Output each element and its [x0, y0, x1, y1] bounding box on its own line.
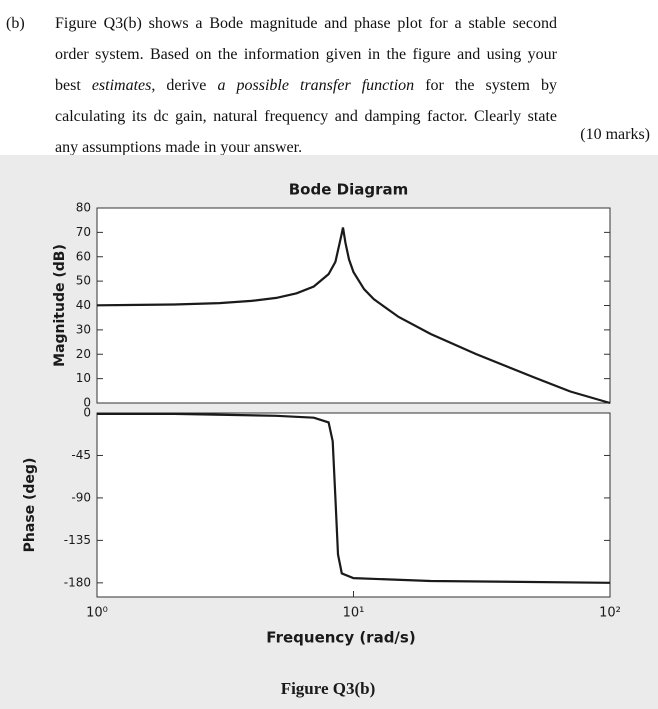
y-tick-label: 0: [83, 396, 91, 410]
marks: (10 marks): [580, 126, 650, 143]
text: , derive: [151, 77, 218, 94]
y-tick-label: 70: [76, 225, 91, 239]
x-tick-label: 10⁰: [86, 606, 108, 621]
y-axis-label: Magnitude (dB): [52, 244, 68, 367]
chart-title: Bode Diagram: [289, 181, 408, 199]
plot-area: [96, 207, 611, 404]
y-tick-label: -45: [71, 448, 91, 462]
figure: Figure Q3(b) Bode Diagram Magnitude (dB) 0…: [0, 155, 658, 709]
text: for the system by calculating its dc gai…: [55, 77, 557, 156]
y-axis-label: Phase (deg): [22, 458, 38, 553]
text: estimates: [91, 77, 152, 94]
y-tick-label: -180: [64, 575, 91, 589]
y-tick-label: -90: [71, 490, 91, 504]
x-tick-label: 10²: [599, 606, 621, 621]
question-label: (b): [6, 15, 25, 32]
y-tick-label: -135: [64, 533, 91, 547]
text: Figure Q3(b) shows a Bode magnitude and …: [55, 15, 557, 94]
y-tick-label: 40: [76, 298, 91, 312]
y-tick-label: 20: [76, 347, 91, 361]
x-tick-label: 10¹: [343, 606, 365, 621]
x-axis-label: Frequency (rad/s): [266, 629, 415, 647]
figure-caption: Figure Q3(b): [281, 679, 376, 698]
y-tick-label: 10: [76, 371, 91, 385]
y-tick-label: 0: [83, 406, 91, 420]
plot-area: [96, 412, 611, 598]
data-line: [96, 227, 611, 405]
y-tick-label: 60: [76, 249, 91, 263]
question-text: Figure Q3(b) shows a Bode magnitude and …: [55, 8, 557, 163]
text: a possible transfer function: [217, 77, 415, 94]
y-tick-label: 80: [76, 201, 91, 215]
y-tick-label: 50: [76, 274, 91, 288]
data-line: [97, 412, 611, 584]
y-tick-label: 30: [76, 322, 91, 336]
